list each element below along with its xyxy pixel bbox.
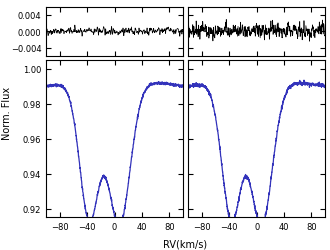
- Text: RV(km/s): RV(km/s): [163, 239, 207, 249]
- Text: Norm. Flux: Norm. Flux: [2, 86, 12, 139]
